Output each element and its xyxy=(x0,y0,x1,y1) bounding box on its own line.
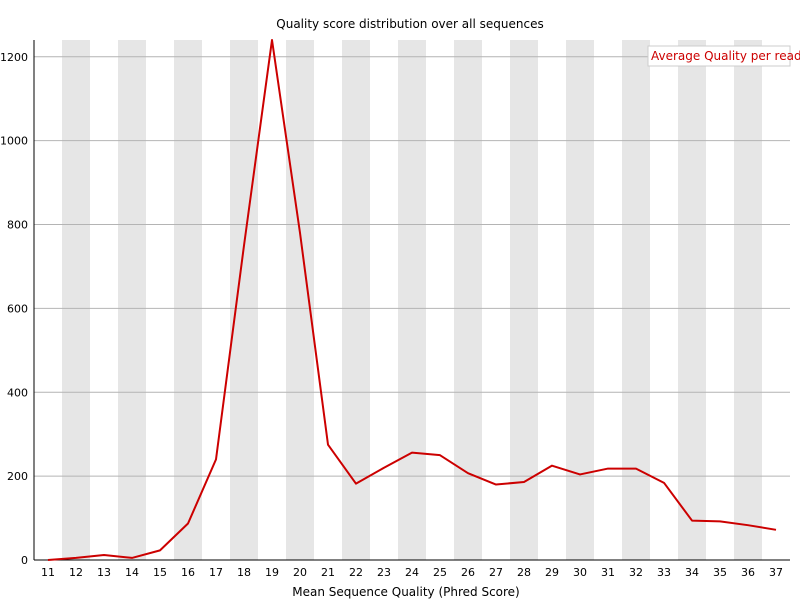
x-tick-label-20: 20 xyxy=(293,566,307,579)
x-tick-label-17: 17 xyxy=(209,566,223,579)
x-tick-labels: 11 12 13 14 15 16 17 18 19 20 21 22 23 24 25 26 27 28 29 30… xyxy=(41,566,783,579)
x-tick-label-24: 24 xyxy=(405,566,419,579)
x-tick-label-13: 13 xyxy=(97,566,111,579)
y-tick-label-800: 800 xyxy=(7,219,28,232)
band-14 xyxy=(118,40,146,560)
axes xyxy=(33,40,790,561)
x-tick-label-12: 12 xyxy=(69,566,83,579)
x-tick-label-37: 37 xyxy=(769,566,783,579)
x-tick-label-19: 19 xyxy=(265,566,279,579)
x-tick-label-31: 31 xyxy=(601,566,615,579)
y-tick-label-200: 200 xyxy=(7,470,28,483)
y-tick-label-0: 0 xyxy=(21,554,28,567)
y-tick-label-1200: 1200 xyxy=(0,51,28,64)
x-tick-label-35: 35 xyxy=(713,566,727,579)
band-18 xyxy=(230,40,258,560)
x-tick-label-21: 21 xyxy=(321,566,335,579)
band-22 xyxy=(342,40,370,560)
band-32 xyxy=(622,40,650,560)
band-16 xyxy=(174,40,202,560)
y-tick-label-1000: 1000 xyxy=(0,135,28,148)
chart-title: Quality score distribution over all sequ… xyxy=(276,17,543,31)
x-tick-label-34: 34 xyxy=(685,566,699,579)
series-lines xyxy=(47,39,777,561)
x-tick-label-27: 27 xyxy=(489,566,503,579)
y-tick-labels: 0 200 400 600 800 1000 1200 xyxy=(0,51,28,567)
band-24 xyxy=(398,40,426,560)
x-tick-label-18: 18 xyxy=(237,566,251,579)
band-26 xyxy=(454,40,482,560)
band-28 xyxy=(510,40,538,560)
x-tick-label-26: 26 xyxy=(461,566,475,579)
legend: Average Quality per read xyxy=(647,45,800,67)
x-tick-label-28: 28 xyxy=(517,566,531,579)
legend-entry-label: Average Quality per read xyxy=(651,49,800,63)
x-tick-label-23: 23 xyxy=(377,566,391,579)
y-tick-label-600: 600 xyxy=(7,302,28,315)
band-30 xyxy=(566,40,594,560)
band-36 xyxy=(734,40,762,560)
x-axis-label: Mean Sequence Quality (Phred Score) xyxy=(292,585,520,599)
x-tick-label-36: 36 xyxy=(741,566,755,579)
x-tick-label-11: 11 xyxy=(41,566,55,579)
x-tick-label-22: 22 xyxy=(349,566,363,579)
x-tick-label-30: 30 xyxy=(573,566,587,579)
x-tick-label-16: 16 xyxy=(181,566,195,579)
x-tick-label-15: 15 xyxy=(153,566,167,579)
x-tick-label-29: 29 xyxy=(545,566,559,579)
y-tick-label-400: 400 xyxy=(7,386,28,399)
x-tick-label-14: 14 xyxy=(125,566,139,579)
x-tick-label-33: 33 xyxy=(657,566,671,579)
legend-box xyxy=(647,45,791,67)
x-tick-label-25: 25 xyxy=(433,566,447,579)
band-34 xyxy=(678,40,706,560)
band-12 xyxy=(62,40,90,560)
alternating-bands xyxy=(62,40,762,560)
x-tick-label-32: 32 xyxy=(629,566,643,579)
